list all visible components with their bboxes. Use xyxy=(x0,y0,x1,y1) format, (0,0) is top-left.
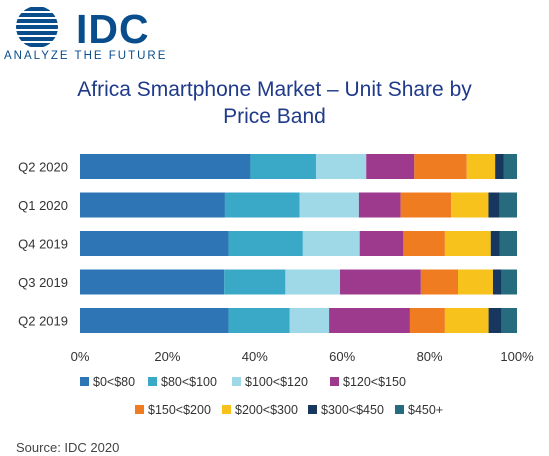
legend-label: $80<$100 xyxy=(161,375,217,389)
bar-segment xyxy=(299,192,359,218)
bar-segment xyxy=(501,269,517,295)
bar-segment xyxy=(224,269,286,295)
legend-label: $450+ xyxy=(408,403,443,417)
bar-segment xyxy=(80,308,229,333)
bar-segment xyxy=(503,154,517,179)
logo-wordmark: IDC xyxy=(76,6,150,52)
legend-swatch xyxy=(308,405,317,414)
bar-segment xyxy=(366,154,415,179)
y-tick-label: Q2 2019 xyxy=(18,314,68,329)
bar-segment xyxy=(458,269,493,295)
bar-segment xyxy=(499,231,517,256)
bar-segment xyxy=(289,308,330,333)
bar-segment xyxy=(80,192,225,218)
y-tick-label: Q2 2020 xyxy=(18,160,68,175)
legend-swatch xyxy=(80,377,89,386)
bar-segment xyxy=(250,154,316,179)
legend-swatch xyxy=(222,405,231,414)
bar-segment xyxy=(228,231,303,256)
legend-label: $120<$150 xyxy=(343,375,406,389)
x-tick-label: 20% xyxy=(154,349,180,364)
legend-label: $0<$80 xyxy=(93,375,135,389)
x-tick-label: 40% xyxy=(242,349,268,364)
bar-segment xyxy=(228,308,290,333)
bar-segment xyxy=(400,192,452,218)
bar-segment xyxy=(80,231,229,256)
legend-label: $200<$300 xyxy=(235,403,298,417)
bar-segment xyxy=(495,154,504,179)
x-tick-label: 0% xyxy=(71,349,90,364)
bar-segment xyxy=(329,308,410,333)
chart-title-line-1: Africa Smartphone Market – Unit Share by xyxy=(77,78,472,101)
bar-segment xyxy=(488,308,502,333)
legend-label: $300<$450 xyxy=(321,403,384,417)
x-tick-label: 80% xyxy=(417,349,443,364)
bar-segment xyxy=(340,269,421,295)
bar-segment xyxy=(80,269,225,295)
legend-swatch xyxy=(232,377,241,386)
bar-segment xyxy=(492,269,502,295)
bar-segment xyxy=(80,154,251,179)
legend-label: $100<$120 xyxy=(245,375,308,389)
chart-title: Africa Smartphone Market – Unit Share by… xyxy=(0,76,549,130)
chart-title-line-2: Price Band xyxy=(223,105,326,128)
bar-segment xyxy=(451,192,489,218)
bar-segment xyxy=(224,192,300,218)
logo-tagline: ANALYZE THE FUTURE xyxy=(4,50,168,62)
bar-segment xyxy=(420,269,459,295)
bar-segment xyxy=(499,192,517,218)
legend-swatch xyxy=(395,405,404,414)
bar-segment xyxy=(358,192,401,218)
bar-segment xyxy=(359,231,404,256)
legend-swatch xyxy=(148,377,157,386)
bar-segment xyxy=(409,308,445,333)
legend-label: $150<$200 xyxy=(148,403,211,417)
stacked-bar-chart: Q2 2020 Q1 2020 Q4 2019 Q3 2019 Q2 2019 0% 20%… xyxy=(18,154,534,417)
idc-logo: IDC ANALYZE THE FUTURE xyxy=(4,4,174,64)
bar-segment xyxy=(466,154,496,179)
x-tick-label: 60% xyxy=(329,349,355,364)
x-tick-label: 100% xyxy=(500,349,534,364)
bar-segment xyxy=(501,308,517,333)
bar-segment xyxy=(444,308,489,333)
legend-swatch xyxy=(330,377,339,386)
y-tick-label: Q1 2020 xyxy=(18,198,68,213)
bar-segment xyxy=(315,154,367,179)
bar-segment xyxy=(403,231,445,256)
y-tick-label: Q3 2019 xyxy=(18,275,68,290)
bar-segment xyxy=(490,231,500,256)
bar-segment xyxy=(302,231,360,256)
bar-segment xyxy=(444,231,491,256)
bar-segment xyxy=(488,192,500,218)
legend-swatch xyxy=(135,405,144,414)
source-note: Source: IDC 2020 xyxy=(16,440,120,455)
globe-icon xyxy=(16,7,58,47)
y-tick-label: Q4 2019 xyxy=(18,237,68,252)
bar-segment xyxy=(285,269,341,295)
bar-segment xyxy=(414,154,467,179)
